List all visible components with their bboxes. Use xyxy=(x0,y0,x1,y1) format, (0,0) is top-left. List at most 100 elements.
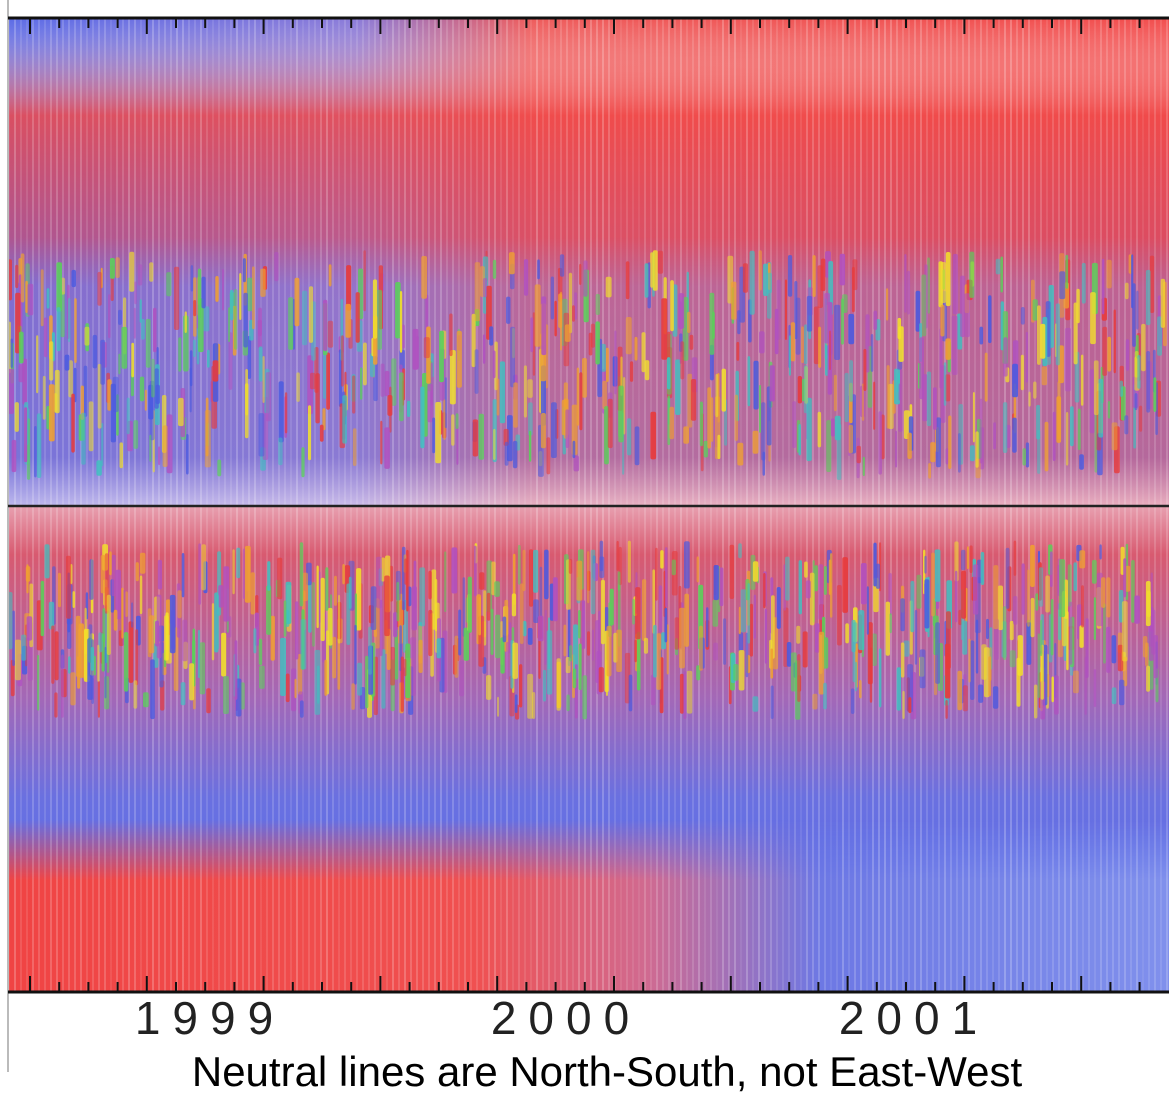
texture xyxy=(523,259,529,296)
texture xyxy=(916,574,922,609)
texture xyxy=(1101,258,1105,315)
texture xyxy=(710,397,714,442)
texture xyxy=(818,326,822,368)
texture xyxy=(951,315,958,375)
texture xyxy=(873,542,877,587)
texture xyxy=(1119,380,1123,397)
texture xyxy=(961,570,967,619)
texture xyxy=(546,437,551,475)
texture xyxy=(643,637,649,654)
texture xyxy=(582,675,587,720)
texture xyxy=(310,372,316,390)
texture xyxy=(738,632,744,652)
texture xyxy=(618,385,624,443)
texture xyxy=(346,265,352,311)
texture xyxy=(258,346,263,382)
texture xyxy=(217,594,220,650)
texture xyxy=(1160,278,1166,328)
texture xyxy=(494,581,500,597)
texture xyxy=(962,685,968,712)
texture xyxy=(544,609,547,665)
texture xyxy=(860,563,867,605)
texture xyxy=(517,544,521,585)
texture xyxy=(126,397,130,435)
texture xyxy=(713,565,719,601)
texture xyxy=(1040,323,1046,359)
texture xyxy=(157,559,162,590)
texture xyxy=(180,682,186,706)
texture xyxy=(921,274,927,337)
texture xyxy=(930,442,936,463)
texture xyxy=(495,614,501,659)
texture xyxy=(644,263,649,298)
texture xyxy=(284,392,288,434)
texture xyxy=(854,661,857,692)
texture xyxy=(869,647,873,703)
texture xyxy=(528,430,532,462)
texture xyxy=(247,335,252,379)
texture xyxy=(223,566,230,622)
texture xyxy=(1093,669,1097,708)
texture xyxy=(529,549,534,607)
texture xyxy=(969,251,975,298)
texture xyxy=(818,564,824,620)
texture xyxy=(83,365,88,417)
texture xyxy=(945,700,948,719)
texture xyxy=(988,656,992,697)
texture xyxy=(467,576,472,633)
texture xyxy=(1107,336,1111,372)
texture xyxy=(1146,590,1151,617)
texture xyxy=(192,339,196,358)
texture xyxy=(320,577,325,642)
texture xyxy=(761,402,766,461)
texture xyxy=(198,298,204,353)
texture xyxy=(1059,271,1066,300)
texture xyxy=(934,549,941,602)
texture xyxy=(666,624,669,675)
texture xyxy=(1032,299,1038,321)
texture xyxy=(896,667,901,711)
texture xyxy=(393,612,398,638)
texture xyxy=(423,337,430,359)
texture xyxy=(285,673,290,703)
texture xyxy=(334,575,337,606)
texture xyxy=(886,288,889,321)
texture xyxy=(865,314,870,373)
texture xyxy=(61,654,64,718)
texture xyxy=(391,358,397,406)
texture xyxy=(862,456,865,477)
texture xyxy=(232,549,235,595)
texture xyxy=(1020,307,1025,325)
texture xyxy=(1124,415,1129,435)
texture xyxy=(278,437,283,466)
texture xyxy=(1119,679,1125,706)
texture xyxy=(490,608,494,655)
texture xyxy=(291,668,297,712)
texture xyxy=(915,290,921,332)
texture xyxy=(786,642,792,667)
texture xyxy=(669,406,674,440)
texture xyxy=(65,555,71,619)
texture xyxy=(902,690,905,719)
texture xyxy=(401,324,405,349)
texture xyxy=(1145,269,1151,326)
texture xyxy=(280,637,286,696)
texture xyxy=(451,414,455,446)
texture xyxy=(534,284,541,347)
texture xyxy=(118,309,122,325)
texture xyxy=(1123,558,1127,598)
texture xyxy=(474,349,479,394)
texture xyxy=(1091,559,1097,584)
texture xyxy=(1134,393,1138,411)
texture xyxy=(139,376,145,402)
texture xyxy=(984,352,988,402)
texture xyxy=(602,380,607,410)
texture xyxy=(776,587,781,629)
texture xyxy=(486,285,492,340)
texture xyxy=(283,600,287,637)
texture xyxy=(1141,323,1146,372)
texture xyxy=(294,678,297,699)
texture xyxy=(848,313,855,345)
texture xyxy=(206,688,211,714)
texture xyxy=(582,358,587,398)
